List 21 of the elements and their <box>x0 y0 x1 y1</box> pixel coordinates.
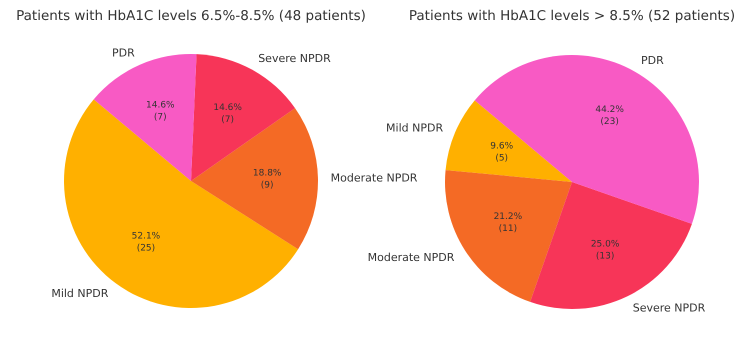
pie-slice <box>474 55 699 224</box>
slice-label: Moderate NPDR <box>330 171 418 184</box>
data-label: 21.2% (11) <box>494 212 523 234</box>
slice-label: PDR <box>112 46 136 60</box>
slice-label: PDR <box>641 54 664 68</box>
data-label: 44.2% (23) <box>595 104 624 127</box>
slice-label: Mild NPDR <box>386 122 444 135</box>
data-label: 25.0% (13) <box>590 240 620 262</box>
pie-slice <box>446 100 572 182</box>
data-label: 14.6% (7) <box>146 100 176 122</box>
chart-title: Patients with HbA1C levels 6.5%-8.5% (48 patients) <box>16 8 366 24</box>
data-label: 52.1% (25) <box>132 231 161 254</box>
data-label: 9.6% (5) <box>490 142 514 164</box>
chart-title: Patients with HbA1C levels > 8.5% (52 patients) <box>408 8 736 24</box>
slice-label: Severe NPDR <box>258 52 332 66</box>
slice-label: Mild NPDR <box>51 287 109 300</box>
slice-label: Moderate NPDR <box>368 250 455 264</box>
pie-slice <box>191 54 296 181</box>
data-label: 18.8% (9) <box>252 168 282 190</box>
slice-label: Severe NPDR <box>632 301 706 314</box>
data-label: 14.6% (7) <box>213 103 242 126</box>
